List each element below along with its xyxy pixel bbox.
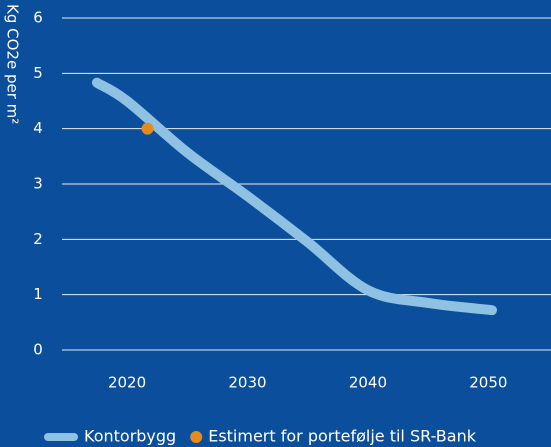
y-tick-label: 6: [33, 9, 43, 27]
legend-swatch: [190, 431, 203, 443]
x-tick-label: 2030: [228, 374, 266, 392]
x-tick-label: 2050: [469, 374, 507, 392]
y-axis-label: Kg CO2e per m²: [4, 4, 22, 124]
y-tick-label: 0: [33, 341, 43, 359]
y-tick-label: 1: [33, 285, 43, 303]
point: [141, 122, 154, 135]
x-tick-label: 2040: [349, 374, 387, 392]
y-tick-label: 5: [33, 64, 43, 82]
legend-label: Estimert for portefølje til SR-Bank: [208, 427, 477, 446]
y-tick-label: 2: [33, 230, 43, 248]
line: [91, 77, 497, 316]
y-tick-label: 4: [33, 119, 43, 137]
x-tick-label: 2020: [108, 374, 146, 392]
y-tick-label: 3: [33, 175, 43, 193]
legend-label: Kontorbygg: [84, 427, 176, 446]
